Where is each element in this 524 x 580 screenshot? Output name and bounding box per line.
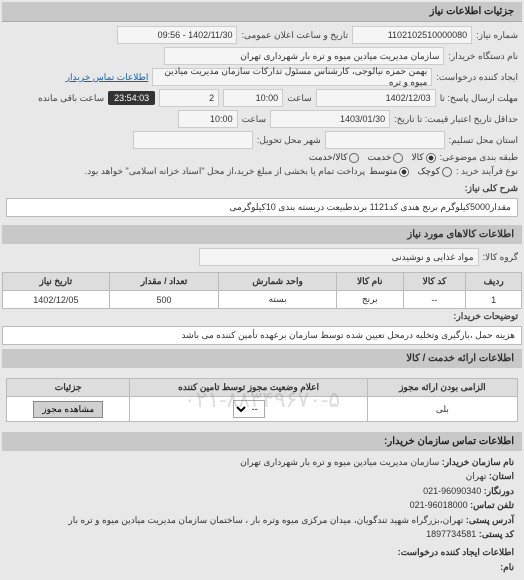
process-note: پرداخت تمام یا بخشی از مبلغ خرید،از محل …	[85, 166, 365, 177]
announce-label: تاریخ و ساعت اعلان عمومی:	[241, 30, 348, 41]
validity-label: حداقل تاریخ اعتبار قیمت: تا تاریخ:	[394, 114, 518, 125]
req-no-field: 1102102510000080	[352, 26, 472, 44]
creator-field: بهمن حمزه نیالوجی، کارشناس مسئول تدارکات…	[152, 68, 432, 86]
contact-section: نام سازمان خریدار: سازمان مدیریت میادین …	[2, 451, 522, 578]
province-val: تهران	[466, 471, 487, 481]
post-label: کد پستی:	[479, 529, 514, 539]
req-no-label: شماره نیاز:	[476, 30, 518, 41]
radio-both[interactable]: کالا/خدمت	[309, 152, 360, 163]
desc-label: شرح کلی نیاز:	[465, 183, 518, 194]
status-table: الزامی بودن ارائه مجوزاعلام وضعیت مجوز ت…	[6, 378, 518, 422]
group-label: گروه کالا:	[483, 252, 518, 263]
goods-table: ردیفکد کالانام کالاواحد شمارشتعداد / مقد…	[2, 272, 522, 309]
deadline-time: 10:00	[223, 89, 283, 107]
goods-col: نام کالا	[336, 273, 403, 291]
address-label: آدرس پستی:	[466, 515, 514, 525]
section-need-details: جزئیات اطلاعات نیاز	[2, 2, 522, 22]
delivery-city-label: شهر محل تحویل:	[257, 135, 321, 146]
section-contact: اطلاعات تماس سازمان خریدار:	[2, 432, 522, 451]
status-col: جزئیات	[7, 379, 130, 397]
delivery-city-field	[133, 131, 253, 149]
time-label-1: ساعت	[287, 93, 312, 104]
name-label: نام:	[500, 562, 514, 572]
city-field	[325, 131, 445, 149]
post-val: 1897734581	[426, 529, 476, 539]
phone-label: تلفن تماس:	[470, 500, 514, 510]
section-goods: اطلاعات کالاهای مورد نیاز	[2, 225, 522, 244]
validity-date: 1403/01/30	[270, 110, 390, 128]
province-label: استان:	[489, 471, 514, 481]
announce-field: 1402/11/30 - 09:56	[117, 26, 237, 44]
section-services: اطلاعات ارائه خدمت / کالا	[2, 349, 522, 368]
creator-label: ایجاد کننده درخواست:	[436, 72, 518, 83]
process-label: نوع فرآیند خرید :	[456, 166, 518, 177]
desc-box: مقدار5000کیلوگرم برنج هندی کد1121 برندطب…	[6, 198, 518, 217]
radio-small[interactable]: کوچک	[417, 166, 452, 177]
time-label-2: ساعت	[242, 114, 267, 125]
req-contact-label: اطلاعات ایجاد کننده درخواست:	[10, 545, 514, 559]
group-field: مواد غذایی و نوشیدنی	[199, 248, 479, 266]
watermark-area: ۰۲۱-۸۸۳۴۹۶۷۰-۵ الزامی بودن ارائه مجوزاعل…	[2, 368, 522, 432]
contact-link[interactable]: اطلاعات تماس خریدار	[66, 72, 149, 83]
validity-time: 10:00	[178, 110, 238, 128]
deadline-date: 1402/12/03	[316, 89, 436, 107]
phone-val: 96018000-021	[410, 500, 468, 510]
view-permit-button[interactable]: مشاهده مجوز	[33, 401, 103, 418]
form-area: شماره نیاز: 1102102510000080 تاریخ و ساع…	[2, 22, 522, 225]
goods-col: تعداد / مقدار	[109, 273, 219, 291]
buyer-field: سازمان مدیریت میادین میوه و تره بار شهرد…	[164, 47, 444, 65]
goods-col: تاریخ نیاز	[3, 273, 110, 291]
category-radio-group: کالا خدمت کالا/خدمت	[309, 152, 436, 163]
note-box: هزینه حمل ،بارگیری وتخلیه درمحل تعیین شد…	[2, 326, 522, 345]
note-label: توضیحات خریدار:	[453, 311, 518, 322]
address-val: تهران،بزرگراه شهید تندگویان، میدان مرکزی…	[68, 515, 463, 525]
status-col: اعلام وضعیت مجوز توسط تامین کننده	[130, 379, 367, 397]
remain-text: ساعت باقی مانده	[38, 93, 104, 104]
goods-col: ردیف	[466, 273, 522, 291]
remain-val: 2	[159, 89, 219, 107]
remain-clock: 23:54:03	[108, 91, 155, 105]
goods-col: واحد شمارش	[219, 273, 337, 291]
status-select[interactable]: --	[233, 400, 265, 418]
goods-col: کد کالا	[403, 273, 466, 291]
table-row: 1--برنجبسته5001402/12/05	[3, 291, 522, 309]
fax-val: 96090340-021	[423, 486, 481, 496]
status-required: بلی	[367, 397, 517, 422]
radio-service[interactable]: خدمت	[367, 152, 403, 163]
radio-all[interactable]: کالا	[411, 152, 435, 163]
org-val: سازمان مدیریت میادین میوه و تره بار شهرد…	[240, 457, 439, 467]
category-label: طبقه بندی موضوعی:	[440, 152, 518, 163]
buyer-label: نام دستگاه خریدار:	[448, 51, 518, 62]
process-radio-group: کوچک متوسط	[369, 166, 452, 177]
deadline-label: مهلت ارسال پاسخ: تا	[440, 93, 518, 104]
status-col: الزامی بودن ارائه مجوز	[367, 379, 517, 397]
fax-label: دورنگار:	[484, 486, 514, 496]
org-label: نام سازمان خریدار:	[442, 457, 514, 467]
radio-med[interactable]: متوسط	[369, 166, 409, 177]
city-label: استان محل تسلیم:	[449, 135, 518, 146]
